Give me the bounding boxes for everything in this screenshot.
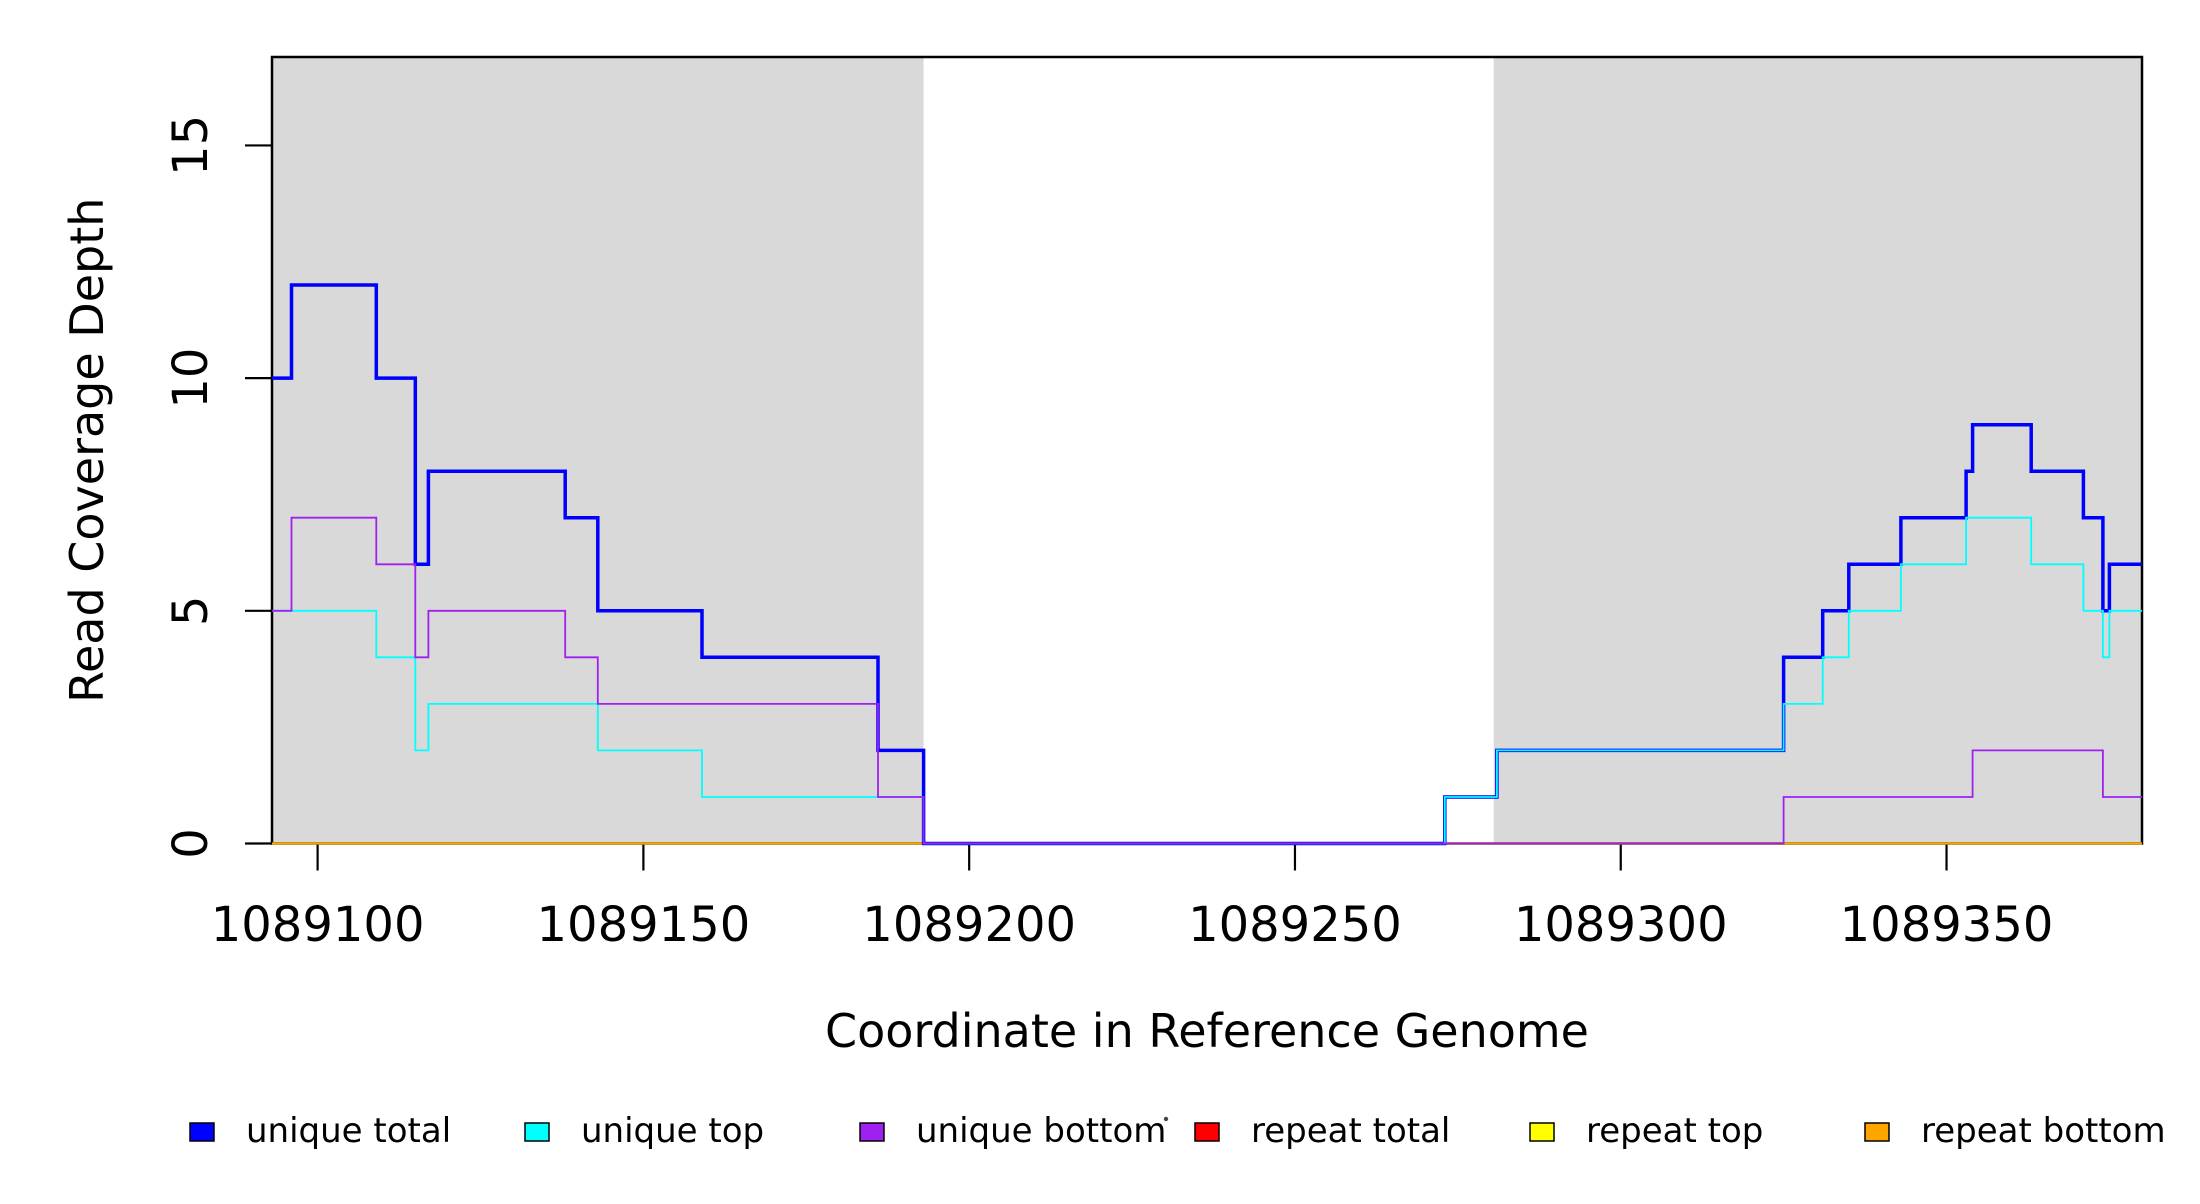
x-tick-label-2: 1089200 [862,897,1076,953]
legend-label-repeat-top: repeat top [1586,1111,1763,1151]
legend-swatch-unique-total [189,1122,215,1142]
legend-label-unique-top: unique top [581,1111,764,1151]
legend-swatch-repeat-top [1529,1122,1555,1142]
legend-label-unique-bottom: unique bottom [916,1111,1166,1151]
legend-swatch-unique-bottom [859,1122,885,1142]
legend: unique total unique top unique bottom repea… [189,1111,2166,1151]
x-tick-label-3: 1089250 [1188,897,1402,953]
stray-dot [1163,1116,1169,1122]
x-tick-label-1: 1089150 [537,897,751,953]
y-tick-label-2: 10 [163,348,219,409]
repeat-region-shading-1 [1493,57,2142,844]
y-tick-label-3: 15 [163,115,219,176]
legend-swatch-repeat-bottom [1864,1122,1890,1142]
series-line-unique-top [272,516,2142,845]
legend-label-unique-total: unique total [246,1111,451,1151]
y-tick-label-0: 0 [163,828,219,859]
legend-swatch-unique-top [524,1122,550,1142]
x-tick-label-0: 1089100 [211,897,425,953]
series-line-unique-bottom [272,516,2142,845]
legend-label-repeat-bottom: repeat bottom [1921,1111,2166,1151]
legend-label-repeat-total: repeat total [1251,1111,1450,1151]
legend-swatch-repeat-total [1194,1122,1220,1142]
y-axis-title: Read Coverage Depth [60,198,114,703]
y-tick-label-1: 5 [163,596,219,627]
x-axis-title: Coordinate in Reference Genome [825,1004,1589,1058]
x-tick-label-4: 1089300 [1514,897,1728,953]
x-tick-label-5: 1089350 [1840,897,2054,953]
